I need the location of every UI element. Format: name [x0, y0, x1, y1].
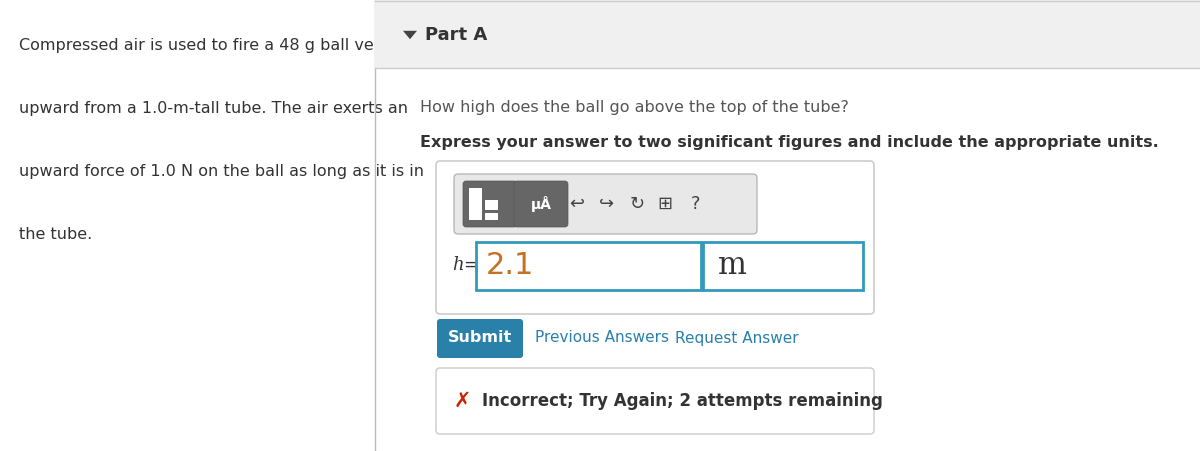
- Text: Previous Answers: Previous Answers: [535, 331, 670, 345]
- Bar: [476, 242, 701, 290]
- FancyBboxPatch shape: [437, 319, 523, 358]
- Text: Express your answer to two significant figures and include the appropriate units: Express your answer to two significant f…: [420, 135, 1159, 150]
- Bar: [485, 200, 498, 210]
- Text: Part A: Part A: [425, 26, 487, 44]
- Text: ✗: ✗: [454, 391, 470, 411]
- Bar: [374, 0, 1200, 68]
- Text: How high does the ball go above the top of the tube?: How high does the ball go above the top …: [420, 100, 848, 115]
- Text: 2.1: 2.1: [486, 250, 534, 280]
- Polygon shape: [403, 31, 418, 39]
- Text: μÅ: μÅ: [530, 196, 552, 212]
- Bar: [485, 213, 498, 220]
- Text: ⊞: ⊞: [658, 195, 672, 213]
- FancyBboxPatch shape: [454, 174, 757, 234]
- FancyBboxPatch shape: [436, 161, 874, 314]
- FancyBboxPatch shape: [514, 181, 568, 227]
- Text: the tube.: the tube.: [19, 227, 92, 242]
- Text: Request Answer: Request Answer: [674, 331, 799, 345]
- Text: Submit: Submit: [448, 331, 512, 345]
- Text: ?: ?: [690, 195, 700, 213]
- Bar: [469, 188, 482, 220]
- FancyBboxPatch shape: [463, 181, 517, 227]
- Text: Incorrect; Try Again; 2 attempts remaining: Incorrect; Try Again; 2 attempts remaini…: [482, 392, 883, 410]
- Text: m: m: [718, 249, 746, 281]
- Text: ↻: ↻: [630, 195, 644, 213]
- Text: =: =: [463, 256, 478, 274]
- Text: h: h: [452, 256, 463, 274]
- Text: Compressed air is used to fire a 48 g ball vertically: Compressed air is used to fire a 48 g ba…: [19, 38, 428, 53]
- Text: upward force of 1.0 N on the ball as long as it is in: upward force of 1.0 N on the ball as lon…: [19, 164, 424, 179]
- Text: upward from a 1.0-m-tall tube. The air exerts an: upward from a 1.0-m-tall tube. The air e…: [19, 101, 408, 116]
- Bar: [703, 242, 863, 290]
- Text: ↪: ↪: [600, 195, 614, 213]
- FancyBboxPatch shape: [436, 368, 874, 434]
- Text: ↩: ↩: [570, 195, 584, 213]
